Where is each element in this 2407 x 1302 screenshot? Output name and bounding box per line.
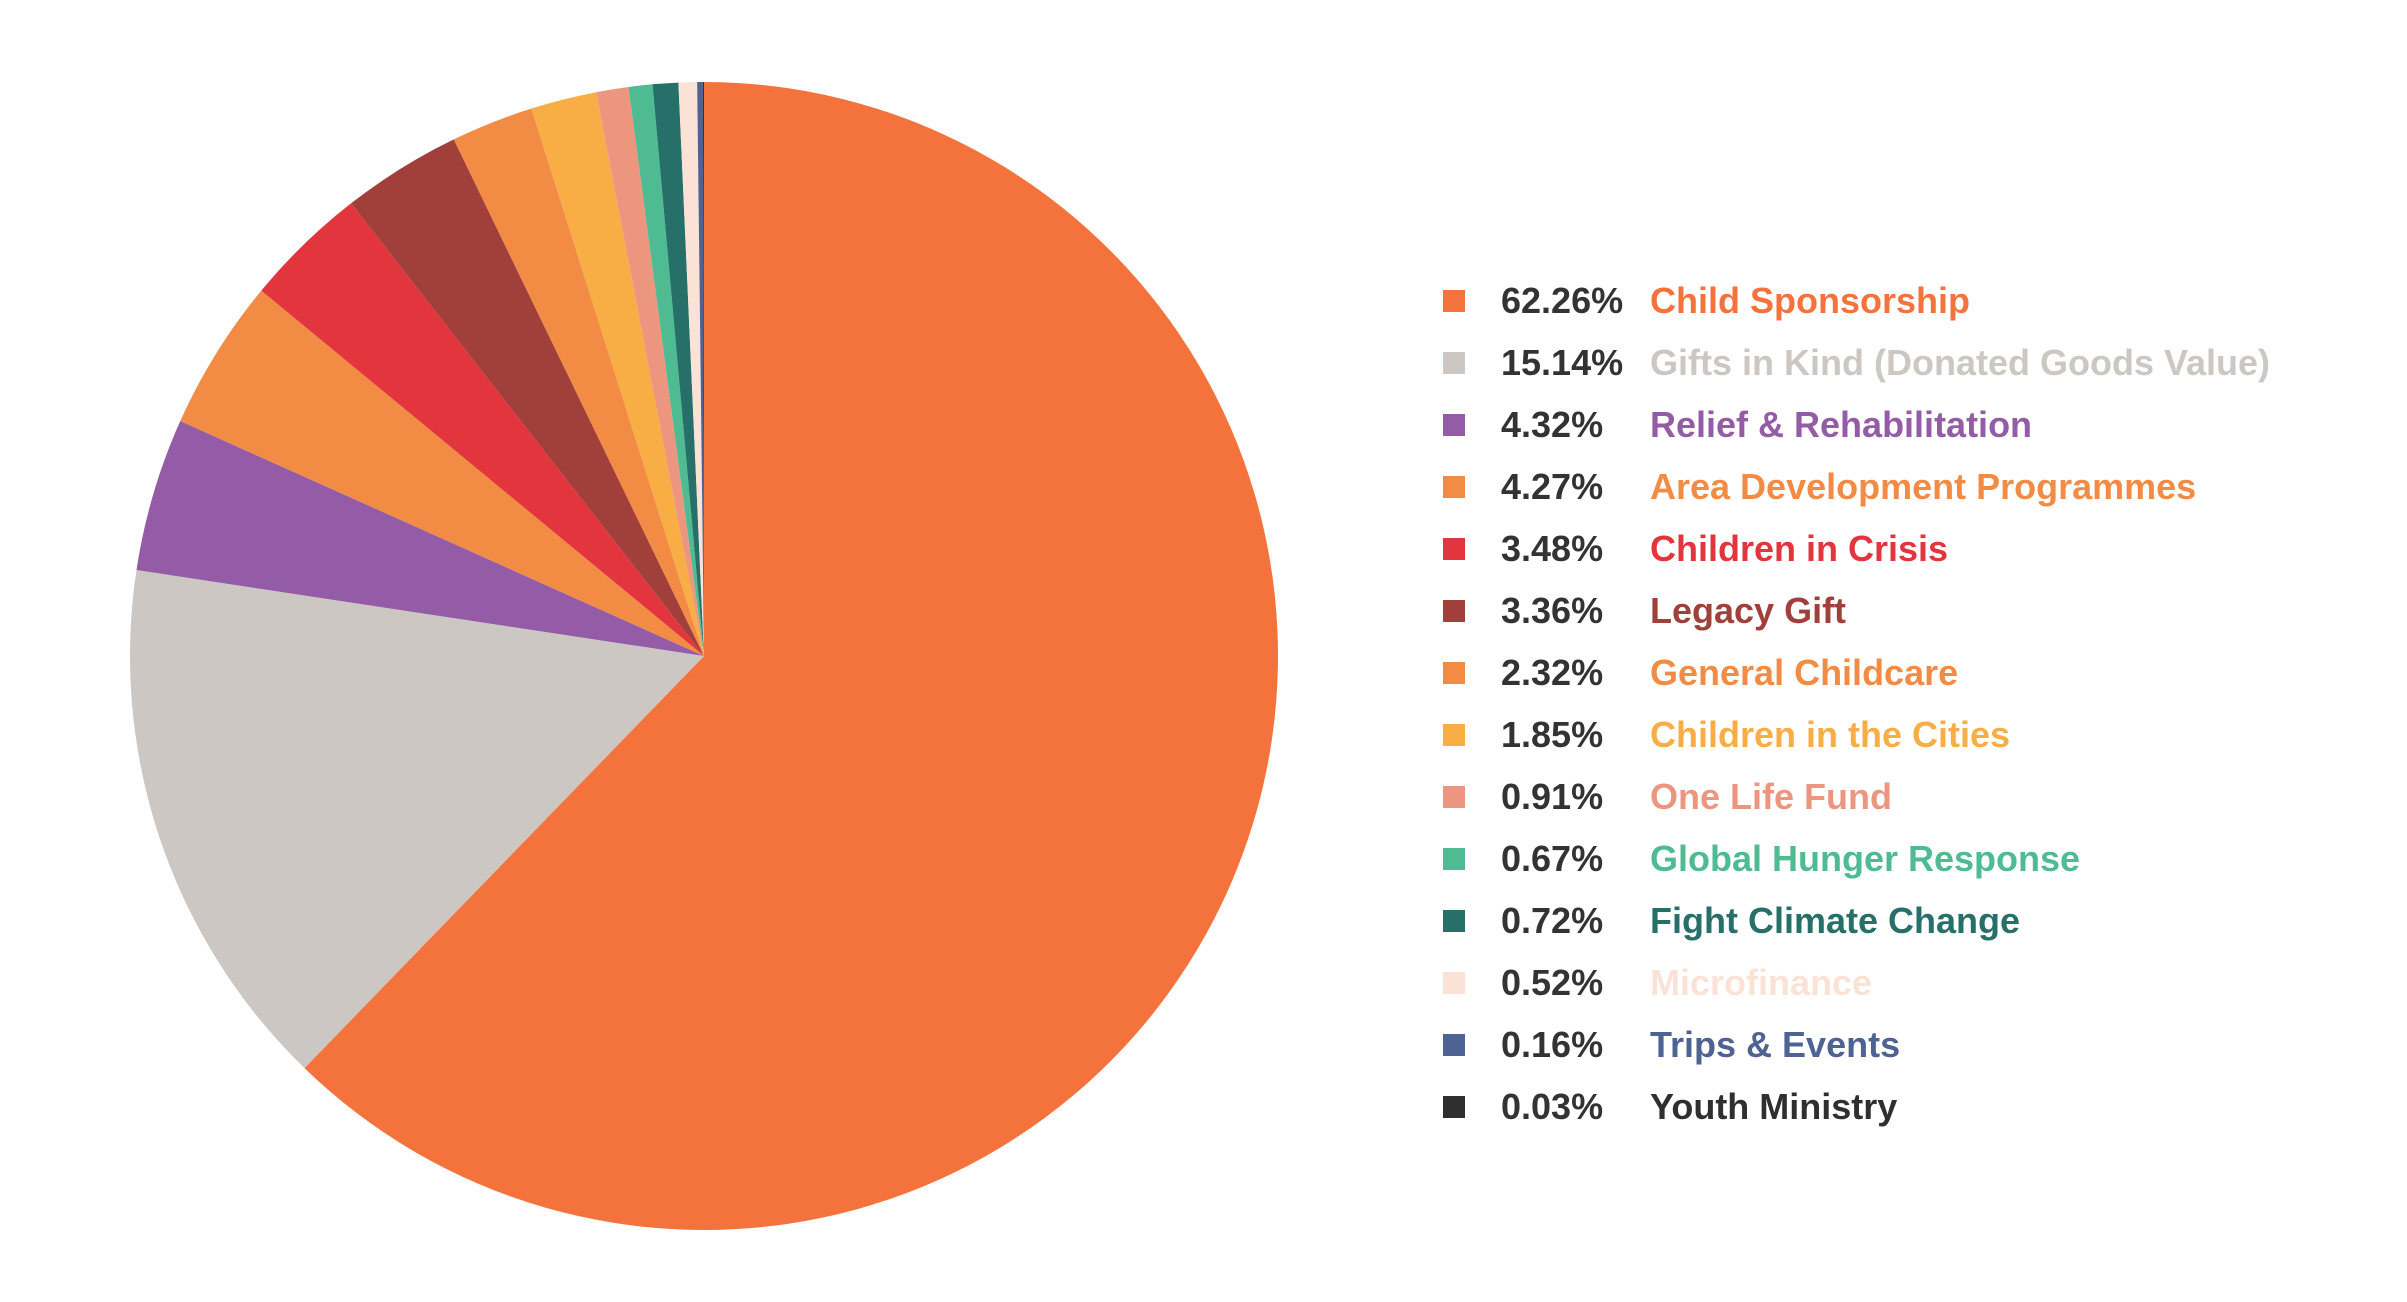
legend-percent: 62.26% <box>1501 280 1624 321</box>
legend-swatch <box>1443 786 1465 808</box>
pie-slice-gifts-in-kind-donated-goods-value <box>129 570 705 1069</box>
legend-swatch <box>1443 910 1465 932</box>
legend-swatch <box>1443 414 1465 436</box>
legend-label: Trips & Events <box>1650 1024 1901 1065</box>
pie-slice-general-childcare <box>453 108 704 657</box>
pie-slice-relief-and-rehabilitation <box>136 421 705 656</box>
legend-item-gifts-in-kind-donated-goods-value: 15.14% Gifts in Kind (Donated Goods Value… <box>1443 332 2270 394</box>
legend-item-children-in-the-cities: 1.85% Children in the Cities <box>1443 704 2270 766</box>
legend-item-fight-climate-change: 0.72% Fight Climate Change <box>1443 890 2270 952</box>
legend-item-legacy-gift: 3.36% Legacy Gift <box>1443 580 2270 642</box>
pie-slice-youth-ministry <box>702 81 704 656</box>
legend-percent: 4.27% <box>1501 466 1604 507</box>
legend-swatch <box>1443 972 1465 994</box>
legend-percent: 0.72% <box>1501 900 1604 941</box>
pie-slice-children-in-the-cities <box>531 92 704 657</box>
pie-slice-child-sponsorship <box>304 82 1279 1230</box>
legend-percent: 4.32% <box>1501 404 1604 445</box>
legend-label: Children in the Cities <box>1650 714 2011 755</box>
pie-slice-fight-climate-change <box>652 82 704 656</box>
legend-label: Children in Crisis <box>1650 528 1949 569</box>
legend-percent: 1.85% <box>1501 714 1604 755</box>
legend-item-area-development-programmes: 4.27% Area Development Programmes <box>1443 456 2270 518</box>
legend-percent: 3.48% <box>1501 528 1604 569</box>
legend-label: General Childcare <box>1650 652 1959 693</box>
legend-label: Legacy Gift <box>1650 590 1847 631</box>
legend-percent: 2.32% <box>1501 652 1604 693</box>
legend-label: Global Hunger Response <box>1650 838 2081 879</box>
pie-slice-microfinance <box>678 82 704 657</box>
legend-percent: 0.16% <box>1501 1024 1604 1065</box>
legend-swatch <box>1443 476 1465 498</box>
legend-swatch <box>1443 1034 1465 1056</box>
legend-item-general-childcare: 2.32% General Childcare <box>1443 642 2270 704</box>
pie-slice-one-life-fund <box>596 86 704 657</box>
legend-percent: 15.14% <box>1501 342 1624 383</box>
legend-item-one-life-fund: 0.91% One Life Fund <box>1443 766 2270 828</box>
pie-slice-area-development-programmes <box>180 290 705 656</box>
legend-label: Relief & Rehabilitation <box>1650 404 2033 445</box>
legend-label: Microfinance <box>1650 962 1873 1003</box>
legend: 62.26% Child Sponsorship 15.14% Gifts in Ki… <box>1443 270 2270 1138</box>
legend-percent: 0.67% <box>1501 838 1604 879</box>
legend-percent: 0.52% <box>1501 962 1604 1003</box>
legend-swatch <box>1443 352 1465 374</box>
legend-swatch <box>1443 1096 1465 1118</box>
legend-percent: 0.91% <box>1501 776 1604 817</box>
pie-slice-children-in-crisis <box>261 203 704 656</box>
legend-item-global-hunger-response: 0.67% Global Hunger Response <box>1443 828 2270 890</box>
legend-label: Gifts in Kind (Donated Goods Value) <box>1650 342 2271 383</box>
pie-slice-trips-and-events <box>697 82 704 656</box>
legend-label: One Life Fund <box>1650 776 1892 817</box>
legend-swatch <box>1443 662 1465 684</box>
pie-slices <box>129 81 1279 1230</box>
legend-swatch <box>1443 290 1465 312</box>
legend-item-microfinance: 0.52% Microfinance <box>1443 952 2270 1014</box>
legend-percent: 0.03% <box>1501 1086 1604 1127</box>
legend-item-trips-and-events: 0.16% Trips & Events <box>1443 1014 2270 1076</box>
legend-swatch <box>1443 538 1465 560</box>
legend-label: Youth Ministry <box>1650 1086 1898 1127</box>
legend-swatch <box>1443 848 1465 870</box>
legend-item-child-sponsorship: 62.26% Child Sponsorship <box>1443 270 2270 332</box>
pie-slice-global-hunger-response <box>628 84 704 656</box>
legend-item-relief-and-rehabilitation: 4.32% Relief & Rehabilitation <box>1443 394 2270 456</box>
legend-label: Child Sponsorship <box>1650 280 1970 321</box>
legend-label: Area Development Programmes <box>1650 466 2197 507</box>
legend-item-youth-ministry: 0.03% Youth Ministry <box>1443 1076 2270 1138</box>
legend-label: Fight Climate Change <box>1650 900 2021 941</box>
legend-swatch <box>1443 600 1465 622</box>
legend-swatch <box>1443 724 1465 746</box>
pie-slice-legacy-gift <box>351 139 704 657</box>
legend-item-children-in-crisis: 3.48% Children in Crisis <box>1443 518 2270 580</box>
legend-percent: 3.36% <box>1501 590 1604 631</box>
